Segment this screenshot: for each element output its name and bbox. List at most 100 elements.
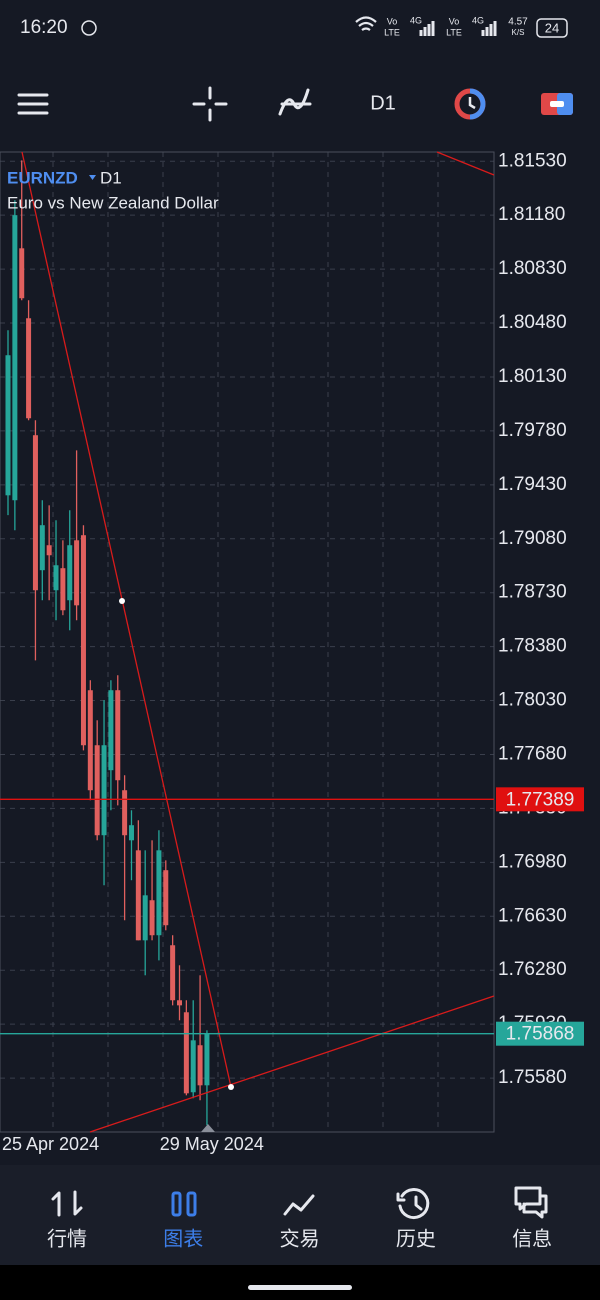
vertical-grid	[52, 152, 439, 1132]
nav-icon	[396, 1188, 430, 1220]
nav-labels: 行情 图表 交易 历史 信息	[47, 1227, 552, 1250]
candle-body	[32, 435, 38, 591]
y-tick-label: 1.77680	[498, 743, 567, 764]
candle-body	[19, 248, 25, 299]
trend-line	[89, 995, 495, 1133]
nav-icon	[283, 1194, 315, 1216]
candle-body	[108, 690, 114, 771]
candle-body	[190, 1040, 196, 1093]
y-tick-label: 1.78030	[498, 690, 567, 711]
y-tick-label: 1.79080	[498, 528, 567, 549]
network-label: Vo	[449, 16, 460, 26]
y-tick-label: 1.80130	[498, 366, 567, 387]
oneclick-button-bar	[550, 101, 564, 107]
bottom-nav	[0, 1165, 600, 1265]
price-label: 1.77389	[506, 789, 575, 810]
trend-lines	[21, 151, 495, 1133]
candle-body	[5, 355, 11, 496]
y-tick-label: 1.80830	[498, 258, 567, 279]
nav-icon	[51, 1190, 83, 1217]
status-time: 16:20	[20, 17, 68, 38]
network-label: 4G	[410, 15, 422, 25]
y-tick-label: 1.79780	[498, 420, 567, 441]
y-tick-label: 1.75580	[498, 1067, 567, 1088]
battery-level: 24	[545, 20, 559, 35]
price-label: 1.75868	[506, 1024, 575, 1045]
candle-body	[177, 1000, 182, 1006]
candle-body	[53, 565, 59, 591]
candle-body	[80, 535, 86, 746]
speed: 4.57	[508, 17, 528, 28]
oneclick-button-half	[557, 93, 573, 115]
price-label-box	[496, 787, 584, 812]
y-tick-label: 1.81180	[498, 204, 565, 225]
nav-label[interactable]: 交易	[280, 1227, 320, 1250]
crosshair-button[interactable]	[192, 86, 228, 122]
indicators-button[interactable]	[278, 88, 312, 116]
y-tick-label: 1.78380	[498, 636, 567, 657]
candle-body	[74, 540, 80, 606]
nav-label[interactable]: 图表	[163, 1227, 203, 1250]
trend-line	[21, 151, 232, 1088]
status-icon	[81, 20, 97, 36]
y-tick-label: 1.80480	[498, 312, 567, 333]
nav-icon	[514, 1186, 548, 1219]
y-tick-label: 1.76980	[498, 851, 567, 872]
nav-label[interactable]: 历史	[396, 1227, 436, 1250]
candle-body	[197, 1045, 203, 1086]
trend-anchor	[119, 598, 125, 604]
nav-label[interactable]: 行情	[47, 1227, 87, 1250]
candle-body	[170, 945, 176, 1001]
symbol[interactable]: EURNZD	[7, 168, 78, 187]
trade-button-half	[469, 88, 486, 120]
candle-body	[135, 850, 141, 941]
candle-body	[163, 870, 169, 926]
chart-timeframe: D1	[100, 168, 122, 187]
plot-frame	[0, 151, 495, 1133]
x-tick-label: 29 May 2024	[160, 1134, 264, 1154]
signal-icon	[481, 21, 497, 36]
candle-body	[128, 825, 134, 841]
network-label: 4G	[472, 15, 484, 25]
y-tick-label: 1.76630	[498, 905, 567, 926]
nav-label[interactable]: 信息	[512, 1227, 552, 1250]
candle-body	[204, 1033, 210, 1086]
candle-body	[12, 215, 18, 501]
y-tick-label: 1.78730	[498, 582, 567, 603]
symbol-dropdown[interactable]	[89, 175, 96, 180]
system-nav	[0, 1265, 600, 1300]
x-tick-label: 25 Apr 2024	[2, 1134, 99, 1154]
speed-unit: K/S	[512, 28, 525, 37]
symbol-description: Euro vs New Zealand Dollar	[7, 193, 219, 212]
menu-button[interactable]	[17, 93, 49, 115]
candle-layer	[5, 160, 210, 1126]
candle-body	[67, 545, 73, 601]
network-label: LTE	[384, 27, 400, 37]
candle-body	[94, 745, 100, 836]
candle-body	[156, 850, 162, 936]
home-indicator[interactable]	[248, 1285, 352, 1290]
candle-body	[60, 568, 66, 611]
candle-body	[149, 900, 155, 936]
y-tick-label: 1.76280	[498, 959, 567, 980]
current-bar-marker	[201, 1124, 215, 1132]
wifi-icon	[355, 16, 377, 31]
price-label-box	[496, 1021, 584, 1046]
candle-body	[115, 690, 121, 781]
signal-icon	[419, 21, 435, 36]
trend-anchor	[228, 1084, 234, 1090]
timeframe-button[interactable]: D1	[370, 92, 396, 114]
grid-layer	[0, 152, 494, 1132]
candle-body	[142, 895, 148, 941]
candle-body	[183, 1012, 189, 1094]
network-label: Vo	[387, 16, 398, 26]
trade-button-hand	[468, 97, 476, 110]
trend-line	[436, 151, 495, 176]
battery-icon	[536, 18, 568, 38]
candle-body	[101, 745, 107, 836]
candle-body	[39, 525, 45, 571]
y-tick-label: 1.81530	[498, 150, 567, 171]
